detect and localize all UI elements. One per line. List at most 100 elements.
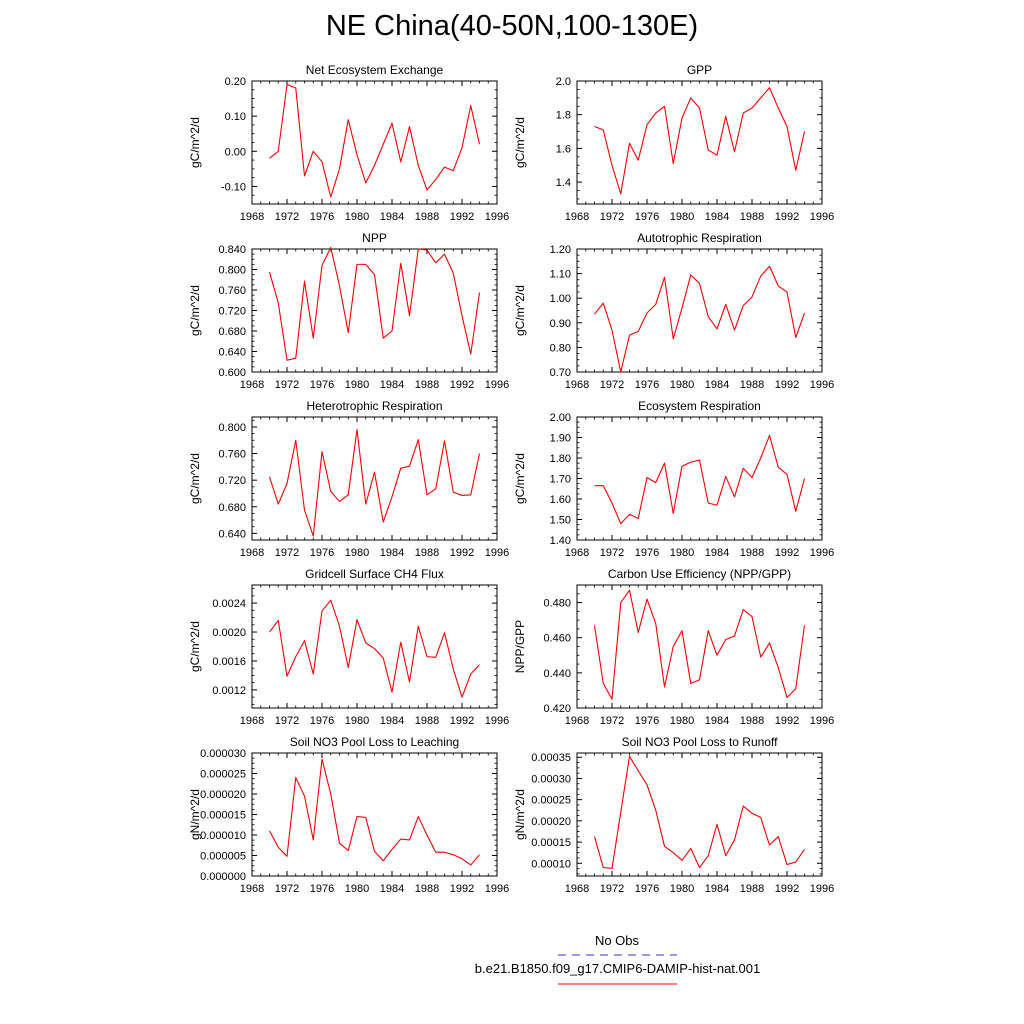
x-tick-label: 1984: [380, 715, 404, 727]
x-tick-label: 1968: [565, 211, 589, 223]
x-tick-label: 1992: [450, 379, 474, 391]
y-tick-label: 1.60: [550, 494, 571, 506]
y-tick-label: 1.80: [550, 453, 571, 465]
y-tick-label: 0.00025: [531, 795, 571, 807]
y-tick-label: 0.80: [550, 342, 571, 354]
x-tick-label: 1992: [775, 715, 799, 727]
series-line-1: [269, 599, 480, 698]
y-tick-label: 0.00020: [531, 816, 571, 828]
x-tick-label: 1972: [275, 883, 299, 895]
x-tick-label: 1972: [275, 211, 299, 223]
chart-panel-7: Gridcell Surface CH4 Flux gC/m^2/d 1968 197…: [188, 567, 509, 727]
y-tick-label: 0.00: [225, 146, 246, 158]
x-tick-label: 1968: [565, 715, 589, 727]
x-tick-label: 1976: [310, 211, 334, 223]
x-tick-label: 1980: [345, 715, 369, 727]
x-tick-label: 1980: [345, 211, 369, 223]
y-tick-label: 1.6: [556, 143, 571, 155]
chart-title: Soil NO3 Pool Loss to Leaching: [290, 735, 459, 749]
chart-title: Autotrophic Respiration: [637, 231, 762, 245]
x-tick-label: 1996: [485, 379, 509, 391]
plot-frame: [576, 416, 823, 541]
chart-title: Carbon Use Efficiency (NPP/GPP): [608, 567, 791, 581]
y-tick-label: 0.680: [218, 502, 246, 514]
x-tick-label: 1992: [775, 211, 799, 223]
x-tick-label: 1968: [565, 547, 589, 559]
x-tick-label: 1992: [775, 883, 799, 895]
x-tick-label: 1996: [810, 883, 834, 895]
x-tick-label: 1968: [240, 547, 264, 559]
chart-panel-5: Heterotrophic Respiration gC/m^2/d 1968 197…: [188, 399, 509, 559]
y-tick-label: -0.10: [221, 181, 246, 193]
y-axis-label: gC/m^2/d: [513, 117, 527, 168]
x-tick-label: 1996: [810, 715, 834, 727]
y-tick-label: 1.10: [550, 269, 571, 281]
x-tick-label: 1976: [635, 883, 659, 895]
x-tick-label: 1988: [415, 211, 439, 223]
x-tick-label: 1976: [635, 211, 659, 223]
x-tick-label: 1996: [485, 715, 509, 727]
series-line-1: [594, 434, 806, 525]
plot-frame: [251, 248, 498, 373]
y-tick-label: 0.00035: [531, 752, 571, 764]
chart-title: Net Ecosystem Exchange: [306, 63, 444, 77]
y-tick-label: 0.10: [225, 111, 246, 123]
y-tick-label: 0.760: [218, 285, 246, 297]
x-tick-label: 1972: [600, 379, 624, 391]
x-tick-label: 1988: [740, 715, 764, 727]
chart-title: Ecosystem Respiration: [638, 399, 761, 413]
x-tick-label: 1992: [450, 883, 474, 895]
y-tick-label: 0.70: [550, 367, 571, 379]
y-tick-label: 1.00: [550, 293, 571, 305]
page-title: NE China(40-50N,100-130E): [325, 10, 699, 42]
chart-panel-10: Soil NO3 Pool Loss to Runoff gN/m^2/d 1968…: [513, 735, 834, 895]
x-tick-label: 1980: [670, 379, 694, 391]
x-tick-label: 1988: [740, 547, 764, 559]
x-tick-label: 1976: [310, 547, 334, 559]
x-tick-label: 1988: [740, 211, 764, 223]
x-tick-label: 1976: [635, 379, 659, 391]
x-tick-label: 1980: [670, 883, 694, 895]
chart-title: Heterotrophic Respiration: [306, 399, 442, 413]
y-axis-label: gC/m^2/d: [188, 285, 202, 336]
y-tick-label: 0.000025: [200, 769, 246, 781]
y-tick-label: 0.440: [543, 668, 571, 680]
series-line-1: [268, 246, 481, 361]
x-tick-label: 1988: [415, 883, 439, 895]
y-tick-label: 0.000005: [200, 851, 246, 863]
y-tick-label: 0.00010: [531, 858, 571, 870]
x-tick-label: 1976: [310, 883, 334, 895]
x-tick-label: 1976: [635, 715, 659, 727]
x-tick-label: 1968: [240, 883, 264, 895]
y-tick-label: 1.40: [550, 535, 571, 547]
x-tick-label: 1996: [485, 547, 509, 559]
x-tick-label: 1968: [240, 715, 264, 727]
x-tick-label: 1984: [380, 883, 404, 895]
chart-panel-2: GPP gC/m^2/d 1968 1972 1976 1980 1984 1988 1992 1…: [513, 63, 834, 223]
y-tick-label: 1.50: [550, 515, 571, 527]
plot-frame: [576, 248, 823, 373]
y-tick-label: 0.0012: [212, 685, 246, 697]
y-axis-label: gC/m^2/d: [513, 285, 527, 336]
x-tick-label: 1984: [380, 379, 404, 391]
plot-frame: [251, 584, 498, 709]
x-tick-label: 1996: [485, 211, 509, 223]
x-tick-label: 1984: [705, 883, 729, 895]
chart-panel-3: NPP gC/m^2/d 1968 1972 1976 1980 1984 1988 1992 1…: [188, 231, 509, 391]
x-tick-label: 1992: [450, 715, 474, 727]
series-line-1: [269, 758, 480, 866]
x-tick-label: 1972: [275, 379, 299, 391]
y-tick-label: 0.000010: [200, 830, 246, 842]
y-tick-label: 0.800: [218, 422, 246, 434]
y-tick-label: 0.840: [218, 244, 246, 256]
y-tick-label: 1.4: [556, 177, 571, 189]
chart-title: NPP: [362, 231, 387, 245]
y-tick-label: 0.420: [543, 703, 571, 715]
series-line-1: [268, 429, 481, 537]
y-tick-label: 0.000015: [200, 810, 246, 822]
legend-model-label: b.e21.B1850.f09_g17.CMIP6-DAMIP-hist-nat…: [474, 961, 761, 976]
x-tick-label: 1992: [775, 379, 799, 391]
y-axis-label: gC/m^2/d: [188, 117, 202, 168]
y-tick-label: 0.20: [225, 76, 246, 88]
